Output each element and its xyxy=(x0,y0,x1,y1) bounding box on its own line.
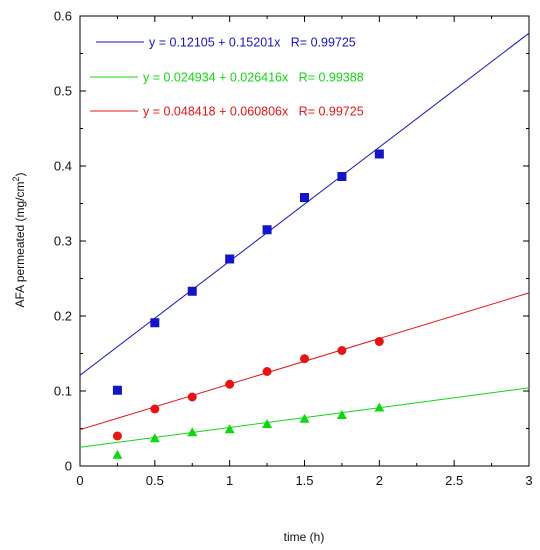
data-point-square xyxy=(262,225,272,235)
x-tick-label: 0 xyxy=(76,473,83,488)
legend-label-0: y = 0.12105 + 0.15201x R= 0.99725 xyxy=(149,36,356,50)
data-point-square xyxy=(374,149,384,159)
x-tick-label: 3 xyxy=(525,473,532,488)
data-point-triangle xyxy=(262,419,273,428)
data-point-triangle xyxy=(187,427,198,437)
data-point-circle xyxy=(337,346,347,355)
y-axis-title-main: AFA permeated (mg/cm xyxy=(13,181,27,307)
y-tick-label: 0 xyxy=(65,459,72,474)
data-point-square xyxy=(225,254,235,264)
y-tick-label: 0.3 xyxy=(54,234,72,249)
y-tick-label: 0.4 xyxy=(54,159,72,174)
data-point-circle xyxy=(225,379,235,389)
data-point-triangle xyxy=(224,424,235,434)
y-axis-title-superscript: 2 xyxy=(11,176,21,181)
legend: y = 0.12105 + 0.15201x R= 0.99725 y = 0.0… xyxy=(90,36,364,119)
y-tick-label: 0.5 xyxy=(54,84,72,99)
x-tick-label: 2 xyxy=(376,473,383,488)
x-axis-title: time (h) xyxy=(284,530,325,544)
data-point-triangle xyxy=(112,449,123,459)
data-point-circle xyxy=(187,392,197,402)
y-tick-label: 0.6 xyxy=(54,9,72,24)
data-point-circle xyxy=(374,337,384,346)
x-tick-label: 1.5 xyxy=(295,473,313,488)
data-point-circle xyxy=(150,404,160,414)
data-point-square xyxy=(187,286,197,296)
data-point-triangle xyxy=(149,433,160,443)
legend-label-2: y = 0.048418 + 0.060806x R= 0.99725 xyxy=(143,105,364,119)
fit-line-0 xyxy=(79,32,530,376)
fit-lines xyxy=(79,32,530,448)
data-point-square xyxy=(337,172,347,181)
data-point-triangle xyxy=(374,402,385,412)
data-point-square xyxy=(300,193,309,202)
x-tick-label: 0.5 xyxy=(146,473,164,488)
axes: 0 0.5 1 1.5 2 2.5 3 0 0.1 0.2 0.3 0.4 0.5 0.6 xyxy=(54,9,533,489)
data-point-triangle xyxy=(299,413,310,423)
data-point-circle xyxy=(112,431,122,441)
data-point-square xyxy=(150,318,160,328)
data-point-circle xyxy=(300,354,309,364)
x-tick-label: 1 xyxy=(226,473,233,488)
data-point-square xyxy=(112,385,122,395)
y-axis-title-close: ) xyxy=(13,172,27,176)
y-axis-title: AFA permeated (mg/cm2) xyxy=(11,172,27,307)
data-point-triangle xyxy=(336,410,347,419)
data-markers xyxy=(112,149,385,459)
x-tick-label: 2.5 xyxy=(445,473,463,488)
y-tick-label: 0.2 xyxy=(54,309,72,324)
legend-label-1: y = 0.024934 + 0.026416x R= 0.99388 xyxy=(143,71,364,85)
y-tick-label: 0.1 xyxy=(54,384,72,399)
data-point-circle xyxy=(262,367,272,376)
